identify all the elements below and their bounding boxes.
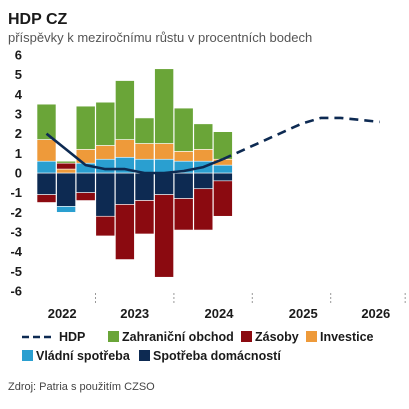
y-tick-label: 2 [15,126,22,141]
bar-segment [173,198,194,231]
bar-segment [56,206,76,213]
legend-label: Investice [320,330,374,344]
bar-segment [95,158,116,174]
x-tick-label: 2026 [361,306,390,321]
y-tick-label: 1 [15,146,22,161]
y-axis: 6 5 4 3 2 1 0 -1 -2 -3 -4 -5 -6 [10,48,22,299]
legend-swatch [139,350,150,361]
bar-segment [134,200,155,235]
x-tick-label: 2022 [48,306,77,321]
bar-segment [134,117,155,144]
legend-label: Vládní spotřeba [36,349,131,363]
legend-swatch [241,331,252,342]
source-note: Zdroj: Patria s použitím CZSO [8,381,155,393]
bar-segment [95,172,116,217]
bar-segment [193,149,214,162]
bar-segment [36,194,57,203]
bar-segment [36,103,57,140]
bar-segment [193,123,214,150]
bar-segment [56,162,76,170]
bar-segment [95,145,116,160]
bar-segment [154,143,174,160]
bar-segment [36,139,57,162]
bar-segment [193,188,214,231]
bar-segment [75,105,96,150]
bar-segment [75,172,96,193]
y-tick-label: -1 [10,185,22,200]
chart-subtitle: příspěvky k meziročnímu růstu v procentn… [8,30,312,45]
bar-segment [154,172,174,195]
chart-title: HDP CZ [8,11,67,28]
bar-segment [173,151,194,162]
bar-segment [95,101,116,146]
bar-segment [36,172,57,195]
y-tick-label: -3 [10,225,22,240]
bars-group [36,68,233,278]
bar-segment [173,107,194,152]
legend-swatch [108,331,119,342]
hdp-forecast-line [222,116,380,161]
hdp-line-group [45,116,380,175]
bar-segment [134,172,155,201]
bar-segment [115,204,135,260]
bar-segment [213,180,233,217]
bar-segment [173,172,194,199]
bar-segment [115,80,135,140]
bar-segment [213,172,233,182]
legend-swatch [22,350,33,361]
legend: HDP Zahraniční obchod Zásoby Investice Vládn… [22,330,374,363]
bar-segment [56,172,76,207]
y-tick-label: 5 [15,67,22,82]
y-tick-label: -6 [10,284,22,299]
y-tick-label: -4 [10,244,22,259]
bar-segment [56,160,76,164]
bar-segment [115,139,135,158]
bar-segment [193,172,214,190]
bar-segment [213,164,233,174]
x-tick-label: 2023 [120,306,149,321]
bar-segment [154,158,174,174]
bar-segment [154,68,174,144]
bar-segment [115,172,135,205]
hdp-actual-line [45,132,224,175]
x-tick-label: 2025 [289,306,318,321]
bar-segment [134,143,155,160]
y-tick-label: 0 [15,166,22,181]
legend-label: Zásoby [255,330,299,344]
bar-segment [75,192,96,201]
bar-segment [95,215,116,237]
y-tick-label: -2 [10,205,22,220]
y-tick-label: 6 [15,48,22,63]
y-tick-label: 4 [15,87,23,102]
legend-label: Zahraniční obchod [122,330,234,344]
bar-segment [56,168,76,174]
legend-label: Spotřeba domácností [153,349,281,363]
bar-segment [36,160,57,174]
bar-segment [154,194,174,278]
legend-swatch [306,331,317,342]
x-tick-label: 2024 [205,306,235,321]
y-tick-label: -5 [10,264,22,279]
y-tick-label: 3 [15,107,22,122]
x-axis: 2022 2023 2024 2025 2026 [48,293,406,321]
legend-label: HDP [59,330,85,344]
